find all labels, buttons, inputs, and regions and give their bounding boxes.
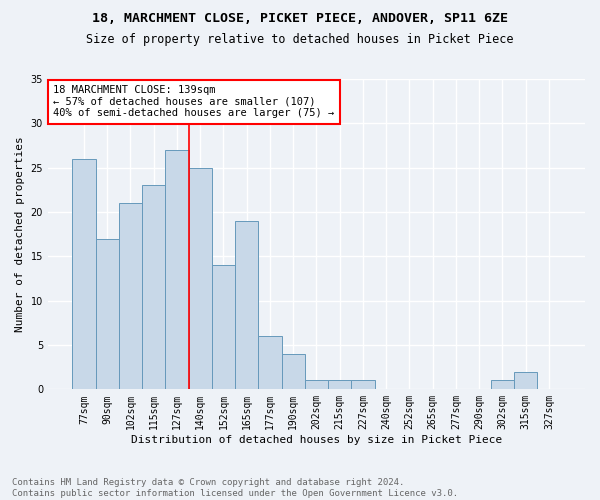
Bar (188, 168, 212, 390)
Text: 18 MARCHMENT CLOSE: 139sqm
← 57% of detached houses are smaller (107)
40% of sem: 18 MARCHMENT CLOSE: 139sqm ← 57% of deta… (53, 85, 335, 118)
Bar (352, 380, 374, 390)
Bar (328, 380, 352, 390)
Bar (95, 238, 119, 390)
X-axis label: Distribution of detached houses by size in Picket Piece: Distribution of detached houses by size … (131, 435, 502, 445)
Bar (235, 221, 259, 390)
Y-axis label: Number of detached properties: Number of detached properties (15, 136, 25, 332)
Text: 18, MARCHMENT CLOSE, PICKET PIECE, ANDOVER, SP11 6ZE: 18, MARCHMENT CLOSE, PICKET PIECE, ANDOV… (92, 12, 508, 26)
Bar (212, 265, 235, 390)
Bar (514, 372, 538, 390)
Bar (281, 354, 305, 390)
Bar (166, 150, 188, 390)
Bar (73, 159, 95, 390)
Bar (305, 380, 328, 390)
Text: Contains HM Land Registry data © Crown copyright and database right 2024.
Contai: Contains HM Land Registry data © Crown c… (12, 478, 458, 498)
Bar (119, 203, 142, 390)
Bar (491, 380, 514, 390)
Bar (142, 186, 166, 390)
Text: Size of property relative to detached houses in Picket Piece: Size of property relative to detached ho… (86, 32, 514, 46)
Bar (259, 336, 281, 390)
